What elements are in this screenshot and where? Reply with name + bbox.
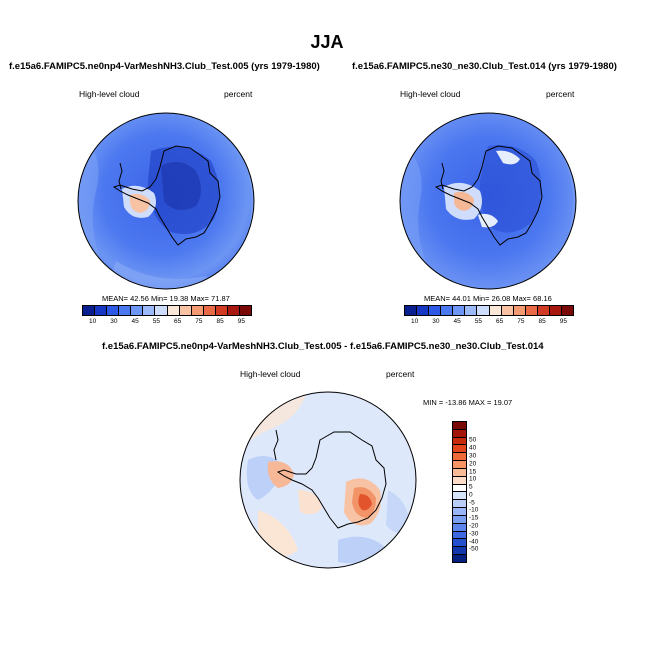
colorbar-swatch — [453, 476, 466, 485]
panel-2-variable-label: High-level cloud — [400, 89, 461, 99]
colorbar-tick-label: 75 — [195, 318, 203, 325]
colorbar-swatch — [453, 461, 466, 469]
panel-1-units-label: percent — [224, 89, 253, 99]
colorbar-tick-label: 65 — [496, 318, 504, 325]
panel-1-title: f.e15a6.FAMIPC5.ne0np4-VarMeshNH3.Club_T… — [9, 61, 320, 72]
colorbar-swatch — [453, 531, 466, 540]
panel-1-variable-label: High-level cloud — [79, 89, 140, 99]
colorbar-swatch — [513, 306, 526, 315]
panel-2-title: f.e15a6.FAMIPC5.ne30_ne30.Club_Test.014 … — [352, 61, 617, 72]
colorbar-swatch — [501, 306, 514, 315]
panel-3-units-label: percent — [386, 369, 415, 379]
panel-3-polar-map — [239, 391, 417, 569]
panel-1-colorbar: 10 30 45 55 65 75 85 95 — [82, 305, 252, 328]
colorbar-swatch — [453, 422, 466, 430]
colorbar-swatch — [453, 539, 466, 548]
colorbar-tick-label: 30 — [432, 318, 440, 325]
colorbar-tick-label: 40 — [469, 444, 477, 452]
colorbar-tick-label: -5 — [469, 499, 475, 507]
colorbar-tick-label: 95 — [237, 318, 245, 325]
colorbar-swatch — [95, 306, 108, 315]
colorbar-tick-label: 95 — [559, 318, 567, 325]
colorbar-tick-label: 50 — [469, 436, 477, 444]
panel-1-stats: MEAN= 42.56 Min= 19.38 Max= 71.87 — [102, 294, 230, 303]
colorbar-swatch — [453, 523, 466, 532]
colorbar-swatch — [119, 306, 132, 315]
colorbar-swatch — [429, 306, 442, 315]
colorbar-tick-label: 55 — [474, 318, 482, 325]
colorbar-swatch — [240, 306, 252, 315]
colorbar-swatch — [453, 515, 466, 524]
colorbar-swatch — [453, 500, 466, 509]
colorbar-tick-label: 85 — [216, 318, 224, 325]
colorbar-tick-label: 10 — [89, 318, 97, 325]
colorbar-tick-label: 30 — [110, 318, 118, 325]
colorbar-swatch — [143, 306, 156, 315]
colorbar-swatch — [489, 306, 502, 315]
panel-3-colorbar: 50 40 30 20 15 10 5 0 -5 -10 -15 -20 -30 -40 -50 — [452, 421, 492, 563]
colorbar-tick-label: 20 — [469, 460, 477, 468]
panel-3-title: f.e15a6.FAMIPC5.ne0np4-VarMeshNH3.Club_T… — [102, 341, 544, 352]
colorbar-swatch — [453, 547, 466, 556]
colorbar-swatch — [453, 468, 466, 477]
colorbar-swatch — [417, 306, 430, 315]
colorbar-swatch — [562, 306, 574, 315]
panel-3-variable-label: High-level cloud — [240, 369, 301, 379]
panel-3-stats: MIN = -13.86 MAX = 19.07 — [423, 398, 513, 407]
colorbar-swatch — [453, 492, 466, 501]
colorbar-swatch — [453, 508, 466, 516]
colorbar-tick-label: -50 — [469, 545, 479, 553]
colorbar-swatch — [453, 445, 466, 454]
colorbar-tick-label: 65 — [174, 318, 182, 325]
colorbar-swatch — [453, 306, 466, 315]
colorbar-tick-label: 55 — [152, 318, 160, 325]
colorbar-swatch — [191, 306, 204, 315]
colorbar-swatch — [107, 306, 120, 315]
colorbar-swatch — [179, 306, 192, 315]
colorbar-swatch — [155, 306, 168, 315]
main-title: JJA — [310, 32, 344, 52]
colorbar-tick-label: 10 — [411, 318, 419, 325]
colorbar-tick-label: 45 — [453, 318, 461, 325]
colorbar-tick-label: 10 — [469, 475, 477, 483]
colorbar-swatch — [453, 429, 466, 438]
colorbar-swatch — [525, 306, 538, 315]
colorbar-swatch — [477, 306, 490, 315]
colorbar-swatch — [537, 306, 550, 315]
colorbar-tick-label: -20 — [469, 522, 479, 530]
colorbar-tick-label: 0 — [469, 491, 473, 499]
panel-2-colorbar: 10 30 45 55 65 75 85 95 — [404, 305, 574, 328]
colorbar-tick-label: -30 — [469, 530, 479, 538]
colorbar-tick-label: -40 — [469, 538, 479, 546]
colorbar-swatch — [453, 484, 466, 493]
colorbar-swatch — [167, 306, 180, 315]
colorbar-tick-label: -15 — [469, 514, 479, 522]
panel-1-polar-map — [77, 112, 255, 290]
colorbar-swatch — [441, 306, 454, 315]
colorbar-swatch — [465, 306, 478, 315]
colorbar-tick-label: 15 — [469, 468, 477, 476]
panel-2-stats: MEAN= 44.01 Min= 26.08 Max= 68.16 — [424, 294, 552, 303]
colorbar-tick-label: 5 — [469, 483, 473, 491]
colorbar-tick-label: 45 — [131, 318, 139, 325]
panel-2-units-label: percent — [546, 89, 575, 99]
colorbar-swatch — [549, 306, 563, 315]
colorbar-swatch — [215, 306, 228, 315]
colorbar-tick-label: 75 — [517, 318, 525, 325]
colorbar-swatch — [405, 306, 418, 315]
colorbar-swatch — [453, 555, 466, 562]
colorbar-swatch — [453, 453, 466, 462]
colorbar-tick-label: -10 — [469, 506, 479, 514]
colorbar-swatch — [83, 306, 96, 315]
panel-2-polar-map — [399, 112, 577, 290]
colorbar-swatch — [227, 306, 241, 315]
colorbar-swatch — [131, 306, 144, 315]
colorbar-swatch — [203, 306, 216, 315]
colorbar-tick-label: 85 — [538, 318, 546, 325]
colorbar-tick-label: 30 — [469, 452, 477, 460]
colorbar-swatch — [453, 437, 466, 446]
